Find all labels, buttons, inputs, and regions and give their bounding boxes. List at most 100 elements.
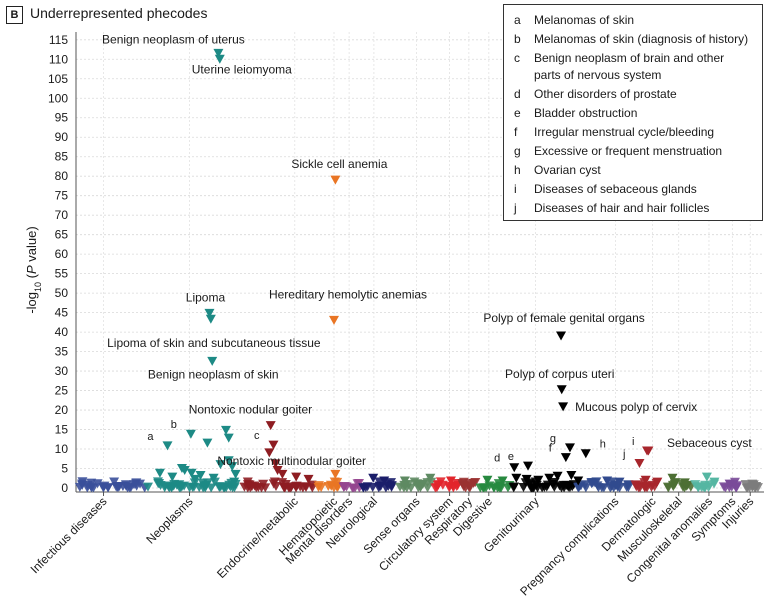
legend-text: Diseases of hair and hair follicles — [534, 201, 710, 215]
y-tick-label: 90 — [55, 130, 69, 144]
data-point — [482, 475, 493, 485]
point-letter-label: c — [254, 430, 260, 442]
y-tick-label: 0 — [61, 481, 68, 495]
data-point — [74, 482, 85, 492]
data-point — [586, 479, 597, 489]
data-point — [563, 481, 574, 491]
data-point — [280, 483, 291, 493]
point-label: Mucous polyp of cervix — [575, 400, 697, 414]
data-point — [330, 175, 341, 185]
data-point — [701, 472, 712, 482]
data-point — [223, 433, 234, 443]
y-tick-label: 55 — [55, 267, 69, 281]
data-point — [313, 481, 324, 491]
data-point — [748, 480, 759, 490]
data-point — [190, 474, 201, 484]
legend-item: h Ovarian cyst — [512, 162, 754, 179]
data-point — [206, 483, 217, 493]
point-label: Lipoma of skin and subcutaneous tissue — [107, 336, 321, 350]
data-point — [468, 478, 479, 488]
legend-letter: h — [514, 163, 521, 177]
data-point — [341, 482, 352, 492]
data-point — [521, 474, 532, 484]
data-point — [556, 385, 567, 395]
data-point — [297, 483, 308, 493]
chart-title: Underrepresented phecodes — [30, 5, 208, 21]
data-point — [549, 477, 560, 487]
data-point — [215, 460, 226, 470]
y-tick-label: 85 — [55, 150, 69, 164]
data-point — [426, 477, 437, 487]
data-point — [380, 483, 391, 493]
data-point — [532, 483, 543, 493]
legend-text: Bladder obstruction — [534, 106, 638, 120]
data-point — [633, 483, 644, 493]
data-point — [560, 453, 571, 463]
data-point — [167, 472, 178, 482]
data-point — [437, 480, 448, 490]
y-tick-label: 100 — [48, 91, 68, 105]
data-point — [412, 479, 423, 489]
data-point — [700, 480, 711, 490]
panel-label: B — [6, 6, 23, 24]
data-point — [264, 448, 275, 458]
data-point — [219, 482, 230, 492]
data-point — [400, 480, 411, 490]
data-points — [154, 48, 759, 490]
legend-letter: b — [514, 32, 521, 46]
data-point — [425, 473, 436, 483]
data-point — [693, 482, 704, 492]
data-point — [511, 473, 522, 483]
y-tick-label: 40 — [55, 325, 69, 339]
y-tick-label: 10 — [55, 442, 69, 456]
data-point — [332, 477, 343, 487]
background-points — [74, 477, 763, 493]
y-tick-label: 35 — [55, 345, 69, 359]
data-point — [358, 483, 369, 493]
data-point — [552, 471, 563, 481]
legend-letter: j — [514, 201, 517, 215]
data-point — [445, 476, 456, 486]
data-point — [272, 465, 283, 475]
data-point — [214, 54, 225, 64]
y-tick-label: 110 — [49, 52, 68, 66]
data-point — [185, 429, 196, 439]
y-tick-label: 95 — [55, 111, 69, 125]
legend-item: j Diseases of hair and hair follicles — [512, 200, 754, 217]
data-point — [166, 483, 177, 493]
data-point — [213, 48, 224, 58]
data-point — [270, 482, 281, 492]
point-letter-label: d — [494, 453, 500, 465]
data-point — [509, 463, 520, 473]
data-point — [220, 425, 231, 435]
data-point — [229, 477, 240, 487]
data-point — [195, 471, 206, 481]
legend-item: d Other disorders of prostate — [512, 86, 754, 103]
legend-item: b Melanomas of skin (diagnosis of history… — [512, 31, 754, 48]
data-point — [539, 482, 550, 492]
data-point — [379, 476, 390, 486]
data-point — [223, 456, 234, 466]
point-label: Sebaceous cyst — [667, 436, 752, 450]
data-point — [109, 477, 120, 487]
y-tick-label: 70 — [55, 208, 69, 222]
y-tick-label: 80 — [55, 169, 69, 183]
legend-item: e Bladder obstruction — [512, 105, 754, 122]
data-point — [508, 483, 519, 493]
data-point — [566, 471, 577, 481]
data-point — [430, 483, 441, 493]
data-point — [179, 465, 190, 475]
data-point — [580, 449, 591, 459]
data-point — [244, 480, 255, 490]
data-point — [489, 483, 500, 493]
data-point — [142, 482, 153, 492]
point-label: Benign neoplasm of uterus — [102, 32, 245, 46]
point-letter-label: a — [147, 431, 154, 443]
point-label: Polyp of female genital organs — [483, 311, 644, 325]
data-point — [667, 473, 678, 483]
y-tick-label: 65 — [55, 228, 69, 242]
legend-text: Excessive or frequent menstruation — [534, 144, 723, 158]
data-point — [291, 472, 302, 482]
data-point — [602, 476, 613, 486]
